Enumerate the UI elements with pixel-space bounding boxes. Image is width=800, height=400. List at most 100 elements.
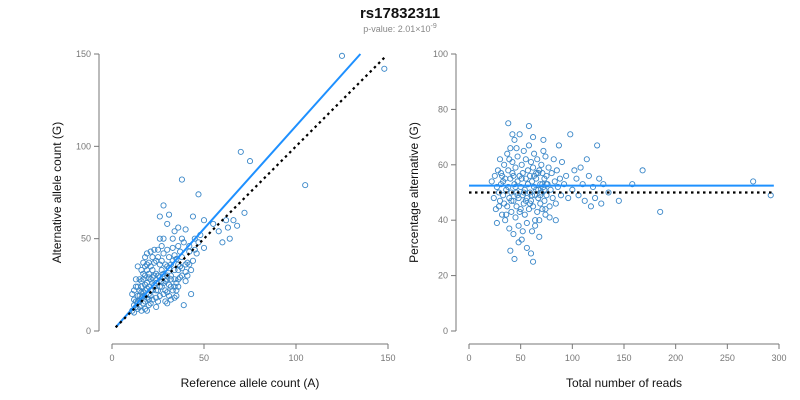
left-data-point bbox=[158, 243, 165, 250]
left-data-point bbox=[173, 279, 180, 287]
right-scatter-plot: 0 50 100 150 200 250 300 0 20 40 60 80 100 Total numb… bbox=[407, 49, 787, 390]
right-data-point bbox=[495, 189, 503, 196]
left-data-point bbox=[173, 292, 180, 299]
left-data-point bbox=[153, 270, 160, 277]
left-data-point bbox=[142, 263, 149, 270]
right-y-axis-label: Percentage alternative (G) bbox=[407, 122, 421, 263]
left-data-point bbox=[167, 296, 174, 303]
left-data-point bbox=[162, 278, 169, 285]
left-data-point bbox=[132, 276, 139, 283]
left-data-point bbox=[171, 294, 178, 301]
left-data-point bbox=[175, 224, 182, 231]
right-data-point bbox=[505, 167, 512, 174]
right-data-point bbox=[537, 200, 544, 207]
left-data-point bbox=[164, 220, 171, 227]
left-data-point bbox=[156, 235, 163, 242]
left-x-tick-label: 0 bbox=[109, 353, 114, 363]
left-data-point bbox=[153, 287, 160, 294]
right-data-point bbox=[507, 175, 514, 182]
right-data-point bbox=[585, 172, 592, 179]
right-data-point bbox=[526, 200, 534, 207]
right-data-point bbox=[525, 122, 532, 130]
right-data-point bbox=[500, 178, 507, 185]
left-y-tick-label: 100 bbox=[76, 141, 91, 151]
left-data-point bbox=[165, 292, 173, 299]
left-data-point bbox=[167, 276, 174, 283]
left-data-point bbox=[160, 235, 167, 242]
right-data-point bbox=[493, 183, 500, 191]
right-data-point bbox=[592, 194, 599, 202]
left-data-point bbox=[153, 294, 160, 301]
right-data-point bbox=[657, 208, 664, 215]
right-data-point bbox=[531, 150, 538, 157]
left-x-tick-label: 50 bbox=[199, 353, 209, 363]
left-data-point bbox=[171, 267, 178, 274]
right-data-point bbox=[502, 217, 509, 224]
right-data-point bbox=[541, 197, 548, 204]
right-data-point bbox=[539, 170, 546, 177]
left-data-point bbox=[160, 291, 167, 298]
left-data-point bbox=[175, 243, 182, 250]
left-data-point bbox=[184, 259, 191, 266]
left-data-point bbox=[158, 267, 165, 274]
right-data-point bbox=[563, 172, 570, 179]
right-data-point bbox=[509, 131, 516, 138]
right-data-point bbox=[565, 194, 572, 202]
right-data-point bbox=[522, 175, 529, 182]
left-data-point bbox=[188, 291, 195, 298]
right-data-point bbox=[524, 167, 531, 174]
right-data-point bbox=[509, 158, 516, 166]
right-data-point bbox=[545, 164, 552, 171]
left-data-point bbox=[138, 267, 145, 274]
left-data-point bbox=[171, 228, 178, 235]
left-data-point bbox=[169, 287, 176, 294]
right-data-point bbox=[551, 178, 558, 185]
left-data-point bbox=[165, 211, 173, 218]
right-data-point bbox=[520, 189, 527, 196]
right-data-point bbox=[501, 200, 508, 207]
right-data-point bbox=[530, 258, 537, 265]
left-data-point bbox=[134, 283, 141, 290]
right-data-point bbox=[499, 211, 506, 218]
left-y-tick-label: 0 bbox=[86, 326, 91, 336]
left-scatter-plot: 0 50 100 150 0 50 100 150 Reference allele count… bbox=[50, 49, 396, 390]
left-data-point bbox=[175, 261, 182, 268]
right-data-point bbox=[547, 186, 554, 193]
left-data-point bbox=[193, 250, 200, 257]
right-data-point bbox=[543, 181, 550, 188]
left-data-point bbox=[182, 261, 189, 268]
right-data-point bbox=[515, 239, 522, 246]
right-x-tick-label: 100 bbox=[565, 353, 580, 363]
right-data-point bbox=[571, 167, 578, 174]
right-data-point bbox=[522, 156, 529, 163]
left-data-point bbox=[156, 292, 163, 299]
right-x-tick-label: 50 bbox=[516, 353, 526, 363]
left-data-point bbox=[160, 250, 167, 257]
right-data-point bbox=[543, 172, 550, 179]
right-data-point bbox=[513, 145, 520, 152]
right-data-point bbox=[540, 147, 547, 154]
right-data-point bbox=[491, 172, 498, 179]
right-data-point bbox=[519, 170, 526, 177]
right-data-point bbox=[535, 170, 542, 177]
right-data-point bbox=[523, 194, 530, 202]
left-data-point bbox=[131, 296, 138, 303]
right-data-point bbox=[541, 186, 548, 193]
right-data-point bbox=[518, 175, 525, 182]
right-data-point bbox=[594, 142, 601, 149]
right-x-tick-label: 200 bbox=[668, 353, 683, 363]
left-data-point bbox=[147, 300, 154, 307]
right-data-point bbox=[553, 167, 560, 174]
left-data-point bbox=[153, 257, 160, 264]
right-data-point bbox=[615, 197, 622, 204]
left-data-point bbox=[215, 228, 222, 235]
left-data-point bbox=[246, 158, 254, 165]
right-data-point bbox=[527, 250, 535, 257]
left-data-point bbox=[136, 276, 143, 283]
right-data-point bbox=[495, 203, 503, 210]
right-data-point bbox=[506, 225, 513, 232]
left-data-point bbox=[241, 209, 248, 216]
left-data-point bbox=[164, 289, 171, 296]
right-data-point bbox=[525, 206, 532, 213]
left-data-point bbox=[147, 248, 154, 255]
